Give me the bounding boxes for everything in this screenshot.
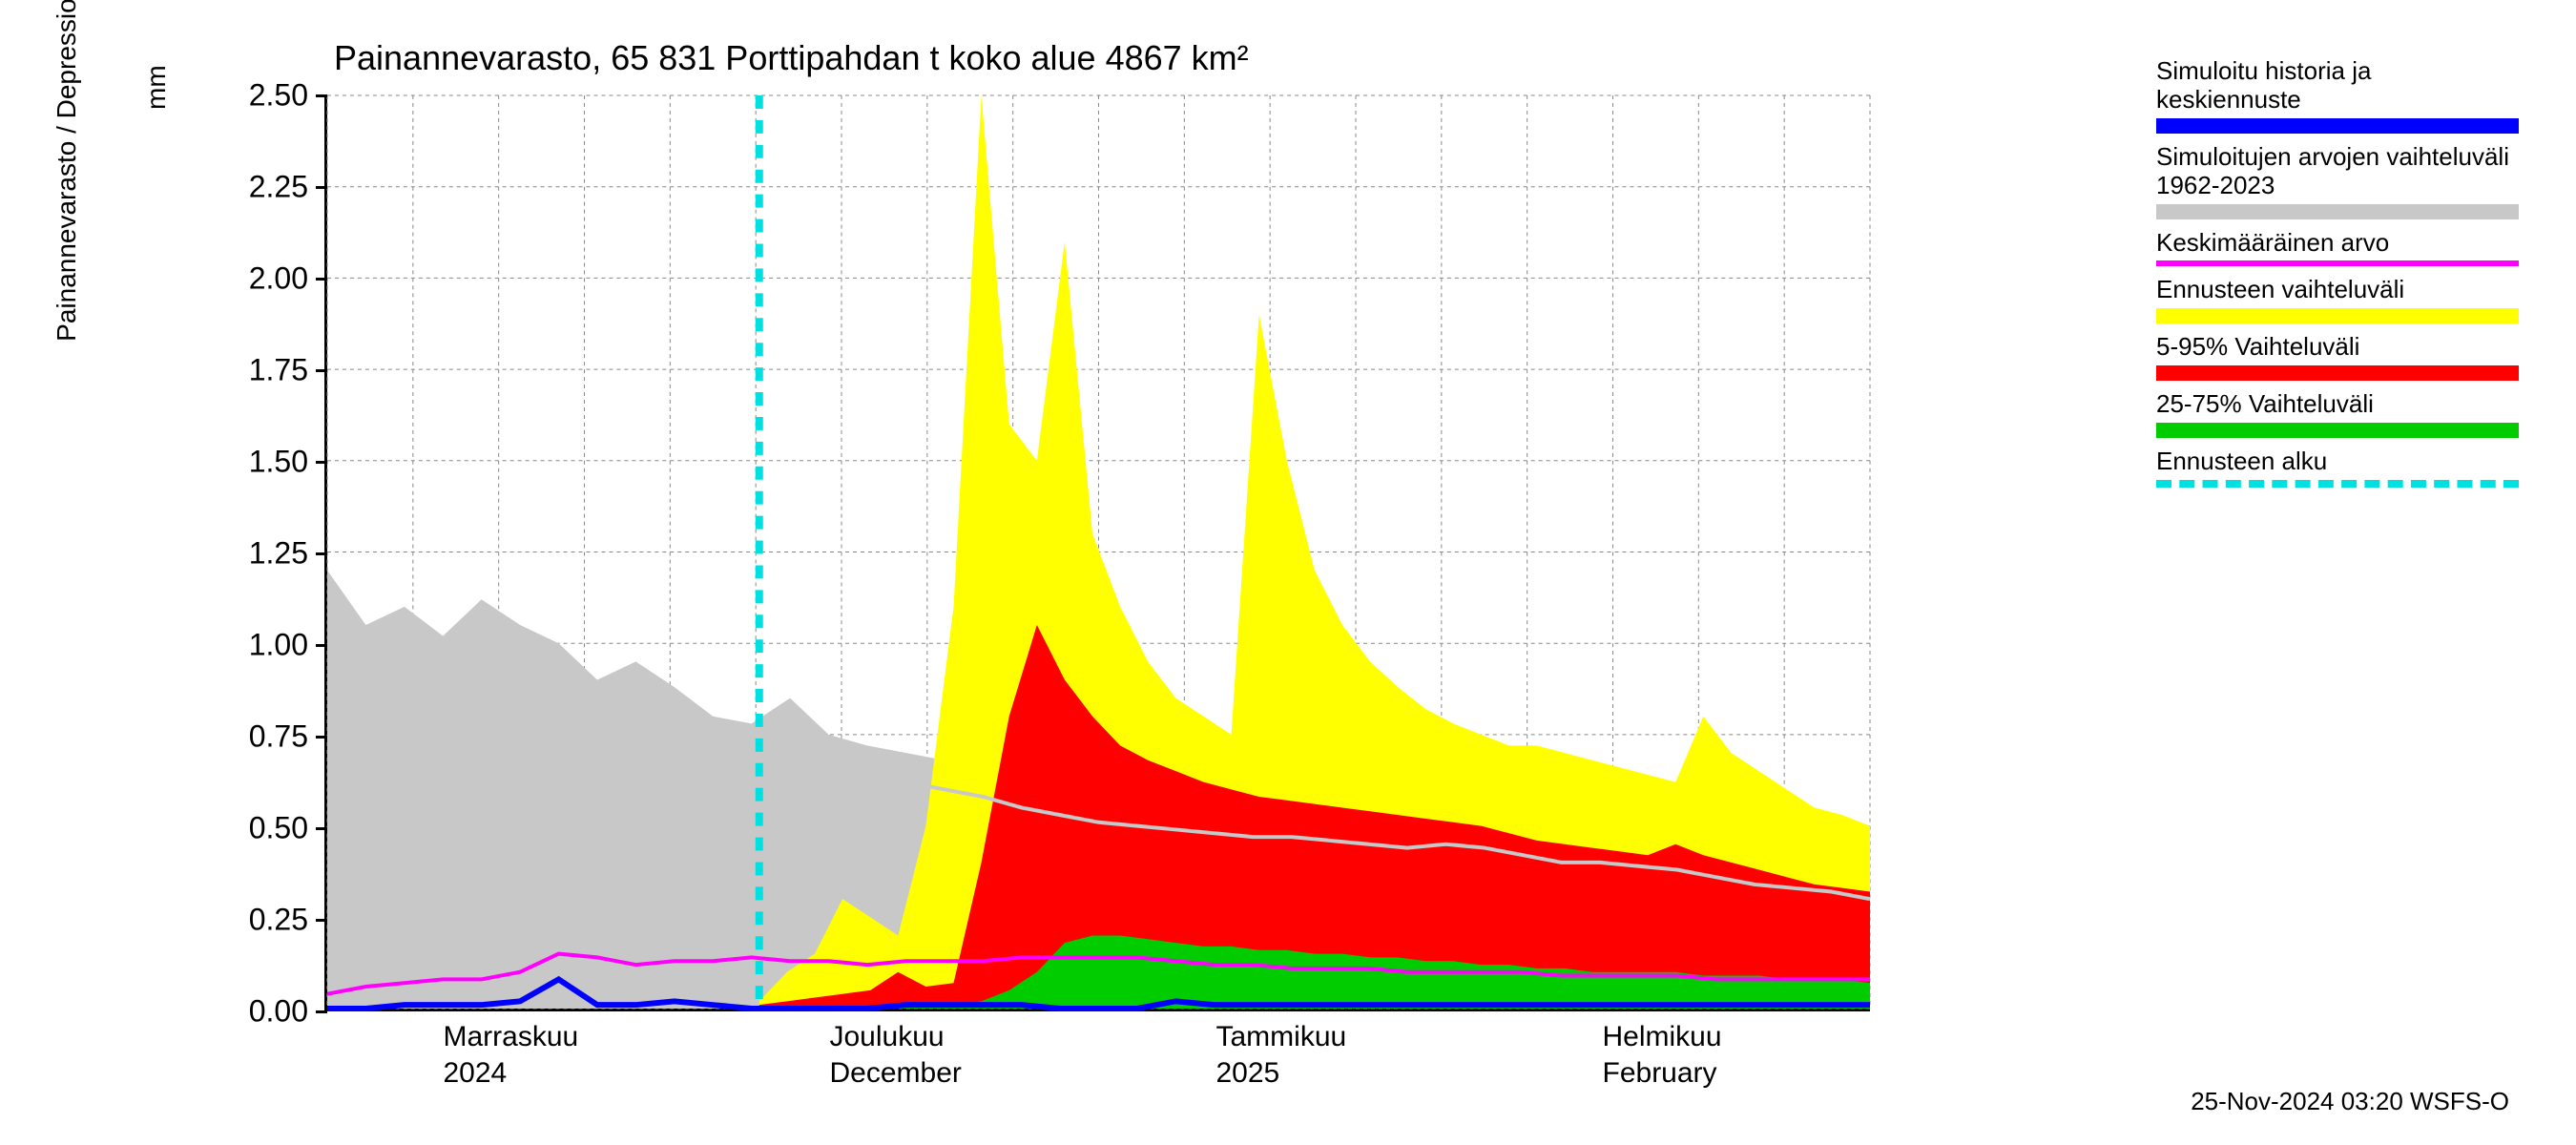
legend-item: Ennusteen vaihteluväli (2156, 276, 2519, 323)
chart-title-text: Painannevarasto, 65 831 Porttipahdan t k… (334, 38, 1249, 77)
x-tick-label-sub: 2024 (444, 1057, 508, 1090)
legend-swatch (2156, 423, 2519, 438)
timestamp: 25-Nov-2024 03:20 WSFS-O (2191, 1087, 2509, 1116)
legend-swatch (2156, 204, 2519, 219)
legend: Simuloitu historia ja keskiennuste Simulo… (2156, 57, 2519, 497)
y-axis-label-text: Painannevarasto / Depression storage (52, 0, 81, 342)
legend-item: Ennusteen alku (2156, 448, 2519, 488)
y-tick-label: 0.75 (213, 719, 308, 755)
legend-text: 5-95% Vaihteluväli (2156, 333, 2519, 362)
legend-item: Simuloitujen arvojen vaihteluväli 1962-2… (2156, 143, 2519, 219)
chart-svg (327, 95, 1870, 1009)
chart-title: Painannevarasto, 65 831 Porttipahdan t k… (334, 38, 1249, 78)
y-tick-label: 2.50 (213, 78, 308, 114)
y-tick-label: 1.25 (213, 536, 308, 572)
y-tick-label: 2.25 (213, 170, 308, 205)
legend-item: Keskimääräinen arvo (2156, 229, 2519, 267)
legend-text: Keskimääräinen arvo (2156, 229, 2519, 258)
legend-text: 25-75% Vaihteluväli (2156, 390, 2519, 419)
y-tick-label: 2.00 (213, 261, 308, 297)
legend-swatch (2156, 118, 2519, 134)
legend-text: Ennusteen alku (2156, 448, 2519, 476)
chart-container: Painannevarasto / Depression storage mm … (38, 19, 2538, 1126)
x-tick-label: Tammikuu (1216, 1021, 1347, 1053)
y-tick-label: 1.00 (213, 628, 308, 663)
y-tick-label: 0.25 (213, 903, 308, 938)
x-tick-label-sub: 2025 (1216, 1057, 1280, 1090)
legend-swatch (2156, 308, 2519, 323)
y-axis-unit: mm (141, 65, 172, 110)
y-tick-label: 0.00 (213, 994, 308, 1030)
legend-item: Simuloitu historia ja keskiennuste (2156, 57, 2519, 134)
x-tick-label-sub: December (830, 1057, 962, 1090)
x-tick-label: Joulukuu (830, 1021, 945, 1053)
legend-text: Ennusteen vaihteluväli (2156, 276, 2519, 304)
y-axis-unit-text: mm (141, 65, 171, 110)
x-tick-label-sub: February (1603, 1057, 1717, 1090)
legend-swatch (2156, 260, 2519, 266)
y-tick-label: 1.50 (213, 445, 308, 480)
plot-area: 0.000.250.500.751.001.251.501.752.002.25… (324, 95, 1870, 1011)
legend-item: 25-75% Vaihteluväli (2156, 390, 2519, 438)
legend-swatch (2156, 365, 2519, 381)
x-tick-label: Marraskuu (444, 1021, 579, 1053)
timestamp-text: 25-Nov-2024 03:20 WSFS-O (2191, 1087, 2509, 1115)
legend-swatch (2156, 480, 2519, 488)
legend-text: Simuloitu historia ja keskiennuste (2156, 57, 2519, 114)
y-axis-label: Painannevarasto / Depression storage (52, 0, 82, 342)
y-tick-label: 0.50 (213, 811, 308, 846)
x-tick-label: Helmikuu (1603, 1021, 1722, 1053)
legend-text: Simuloitujen arvojen vaihteluväli 1962-2… (2156, 143, 2519, 200)
y-tick-label: 1.75 (213, 353, 308, 388)
legend-item: 5-95% Vaihteluväli (2156, 333, 2519, 381)
